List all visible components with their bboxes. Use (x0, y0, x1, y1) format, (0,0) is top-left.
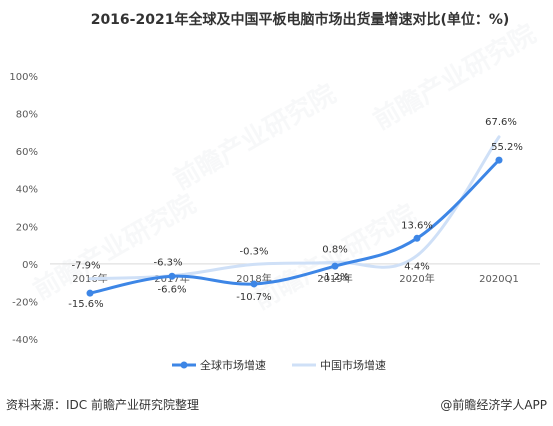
data-label-china: -0.3% (239, 246, 268, 257)
legend-marker-global (180, 361, 188, 369)
data-label-china: -7.9% (71, 261, 100, 272)
data-label-china: 4.4% (404, 262, 429, 273)
series-point-global (86, 289, 94, 297)
y-tick-label: 40% (16, 185, 38, 196)
data-label-global: 13.6% (401, 220, 433, 231)
data-label-china: 67.6% (485, 117, 517, 128)
y-tick-label: 80% (16, 110, 38, 121)
series-point-global (331, 262, 339, 270)
y-tick-label: 20% (16, 222, 38, 233)
x-tick-label: 2020Q1 (479, 274, 519, 285)
legend-label-global: 全球市场增速 (200, 358, 266, 372)
series-point-global (495, 156, 503, 164)
source-note: 资料来源：IDC 前瞻产业研究院整理 (6, 398, 199, 412)
data-label-china: 0.8% (322, 244, 347, 255)
series-point-global (250, 280, 258, 288)
data-label-global: -1.2% (320, 272, 349, 283)
series-line-china (88, 135, 501, 281)
y-tick-label: -40% (12, 335, 38, 346)
series-point-global (168, 272, 176, 280)
data-label-global: -6.6% (157, 284, 186, 295)
series-point-global (413, 234, 421, 242)
y-tick-label: 60% (16, 147, 38, 158)
y-tick-label: -20% (12, 297, 38, 308)
brand-credit: @前瞻经济学人APP (440, 398, 547, 412)
x-tick-label: 2019年 (317, 272, 352, 285)
y-tick-label: 100% (9, 72, 38, 83)
x-tick-label: 2018年 (236, 272, 271, 285)
y-tick-label: 0% (22, 260, 38, 271)
x-tick-label: 2020年 (399, 272, 434, 285)
data-label-global: -10.7% (236, 292, 271, 303)
chart-title: 2016-2021年全球及中国平板电脑市场出货量增速对比(单位：%) (90, 12, 510, 28)
data-label-global: 55.2% (491, 142, 523, 153)
legend-label-china: 中国市场增速 (320, 358, 386, 372)
data-label-china: -6.3% (153, 258, 182, 269)
data-label-global: -15.6% (68, 299, 103, 310)
series-line-global (88, 158, 501, 295)
